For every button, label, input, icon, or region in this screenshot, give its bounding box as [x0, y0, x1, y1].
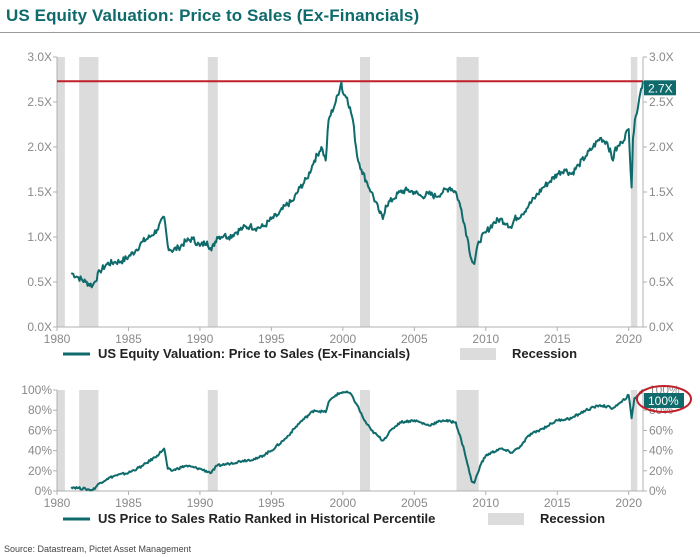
- current-percentile-badge: [644, 393, 684, 408]
- x-tick-label: 2015: [544, 496, 571, 510]
- recession-band: [57, 390, 65, 491]
- y-tick-label-right: 2.5X: [649, 95, 674, 109]
- y-tick-label-left: 100%: [21, 383, 52, 397]
- legend-recession-label: Recession: [540, 511, 605, 526]
- x-tick-label: 1985: [115, 496, 142, 510]
- recession-band: [57, 57, 65, 327]
- y-tick-label-right: 1.5X: [649, 185, 674, 199]
- x-tick-label: 1980: [44, 332, 71, 346]
- legend-recession-swatch: [460, 348, 496, 360]
- recession-band: [630, 390, 638, 491]
- y-tick-label-left: 60%: [28, 423, 52, 437]
- y-tick-label-right: 0.0X: [649, 320, 674, 334]
- x-tick-label: 2010: [472, 332, 499, 346]
- y-tick-label-left: 2.0X: [27, 140, 52, 154]
- highlight-circle: [636, 385, 692, 413]
- current-value-label: 2.7X: [648, 81, 673, 95]
- y-tick-label-left: 40%: [28, 444, 52, 458]
- source-note: Source: Datastream, Pictet Asset Managem…: [4, 544, 192, 554]
- y-tick-label-right: 1.0X: [649, 230, 674, 244]
- x-tick-label: 1990: [187, 496, 214, 510]
- y-tick-label-left: 0.0X: [27, 320, 52, 334]
- recession-band: [360, 390, 371, 491]
- x-tick-label: 2020: [615, 332, 642, 346]
- legend-recession-label: Recession: [512, 346, 577, 361]
- series-line: [70, 81, 644, 289]
- x-tick-label: 2020: [615, 496, 642, 510]
- y-tick-label-right: 2.0X: [649, 140, 674, 154]
- y-tick-label-left: 0%: [35, 484, 53, 498]
- x-tick-label: 1995: [258, 496, 285, 510]
- price-to-sales-chart: 0.0X 0.5X 1.0X 1.5X 2.0X 2.5X 3.0X 0.0X 0.5X 1.0X…: [27, 50, 676, 361]
- x-tick-label: 1990: [187, 332, 214, 346]
- y-tick-label-right: 0%: [649, 484, 667, 498]
- x-tick-label: 2000: [330, 332, 357, 346]
- title-divider: [0, 32, 700, 33]
- recession-band: [79, 390, 99, 491]
- current-value-badge: [644, 80, 676, 96]
- series-line: [70, 389, 644, 492]
- y-tick-label-right: 60%: [649, 423, 673, 437]
- y-tick-label-left: 2.5X: [27, 95, 52, 109]
- y-tick-label-left: 1.0X: [27, 230, 52, 244]
- y-tick-label-right: 3.0X: [649, 50, 674, 64]
- recession-band: [79, 57, 99, 327]
- recession-band: [360, 57, 371, 327]
- legend-series-label: US Equity Valuation: Price to Sales (Ex-…: [98, 346, 410, 361]
- recession-band: [207, 57, 218, 327]
- y-tick-label-left: 3.0X: [27, 50, 52, 64]
- legend-recession-swatch: [488, 513, 524, 525]
- x-tick-label: 2000: [330, 496, 357, 510]
- x-tick-label: 2005: [401, 332, 428, 346]
- y-tick-label-left: 1.5X: [27, 185, 52, 199]
- legend-series-label: US Price to Sales Ratio Ranked in Histor…: [98, 511, 435, 526]
- x-tick-label: 2015: [544, 332, 571, 346]
- recession-band: [456, 57, 479, 327]
- current-percentile-label: 100%: [648, 394, 679, 408]
- y-tick-label-left: 0.5X: [27, 275, 52, 289]
- x-tick-label: 1995: [258, 332, 285, 346]
- chart-title: US Equity Valuation: Price to Sales (Ex-…: [6, 6, 420, 25]
- x-tick-label: 1985: [115, 332, 142, 346]
- x-tick-label: 2010: [472, 496, 499, 510]
- recession-band: [207, 390, 218, 491]
- recession-band: [456, 390, 479, 491]
- percentile-chart: 0%20%40%60%80%100%0%20%40%60%80%100%1980…: [21, 383, 692, 526]
- y-tick-label-left: 80%: [28, 403, 52, 417]
- y-tick-label-right: 40%: [649, 444, 673, 458]
- y-tick-label-right: 0.5X: [649, 275, 674, 289]
- x-tick-label: 2005: [401, 496, 428, 510]
- x-tick-label: 1980: [44, 496, 71, 510]
- y-tick-label-left: 20%: [28, 464, 52, 478]
- y-tick-label-right: 20%: [649, 464, 673, 478]
- recession-band: [630, 57, 638, 327]
